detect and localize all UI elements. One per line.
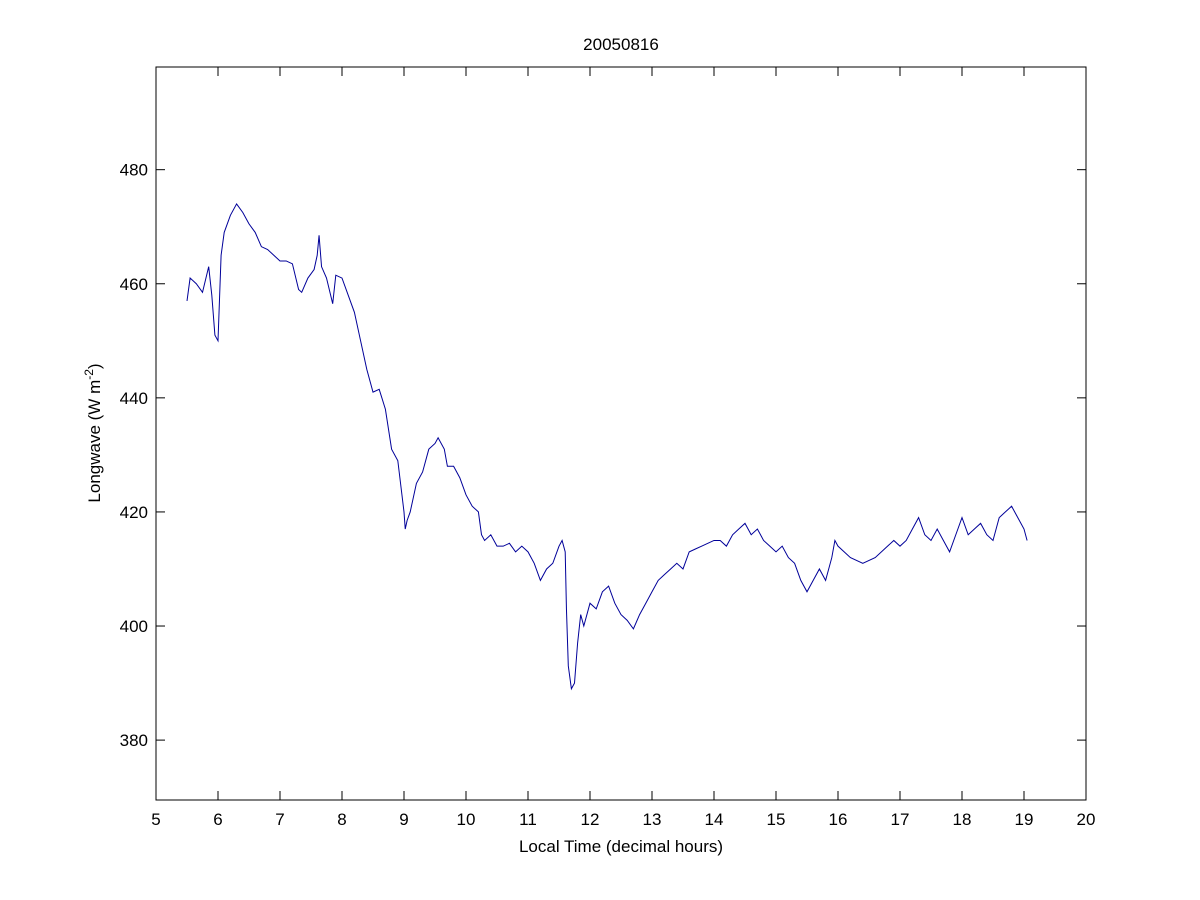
x-tick-label: 19 <box>1015 810 1034 829</box>
x-tick-label: 6 <box>213 810 222 829</box>
y-tick-label: 420 <box>120 503 148 522</box>
chart-title: 20050816 <box>583 35 659 54</box>
x-tick-label: 8 <box>337 810 346 829</box>
x-tick-label: 10 <box>457 810 476 829</box>
x-tick-label: 11 <box>519 810 537 829</box>
x-tick-label: 20 <box>1077 810 1096 829</box>
y-tick-label: 460 <box>120 275 148 294</box>
data-line <box>186 202 1028 691</box>
y-tick-label: 480 <box>120 161 148 180</box>
y-tick-label: 440 <box>120 389 148 408</box>
x-tick-label: 14 <box>705 810 724 829</box>
x-tick-label: 18 <box>953 810 972 829</box>
x-tick-label: 5 <box>151 810 160 829</box>
y-axis-label: Longwave (W m-2) <box>82 363 104 502</box>
x-tick-label: 12 <box>581 810 600 829</box>
x-tick-label: 16 <box>829 810 848 829</box>
plot-frame <box>155 66 1087 801</box>
x-tick-label: 15 <box>767 810 786 829</box>
y-axis-label-text: Longwave (W m <box>85 380 104 503</box>
x-tick-label: 13 <box>643 810 662 829</box>
y-axis-label-suffix: ) <box>85 363 104 369</box>
x-axis-label: Local Time (decimal hours) <box>519 837 723 856</box>
x-tick-label: 7 <box>275 810 284 829</box>
y-tick-label: 400 <box>120 617 148 636</box>
y-axis-label-superscript: -2 <box>82 369 96 380</box>
y-tick-label: 380 <box>120 731 148 750</box>
x-tick-label: 17 <box>891 810 910 829</box>
x-tick-label: 9 <box>399 810 408 829</box>
